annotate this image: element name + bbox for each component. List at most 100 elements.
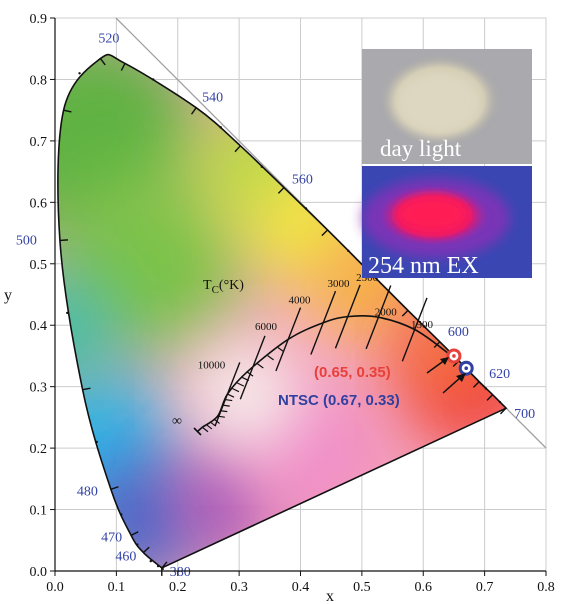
isotherm-label-4000: 4000 xyxy=(289,295,312,307)
cct-title-sub: C xyxy=(212,284,219,296)
infinity-marker xyxy=(193,427,202,436)
point-label-ntsc: NTSC (0.67, 0.33) xyxy=(278,392,400,409)
locus-tick xyxy=(142,546,150,554)
isotherm-label-6000: 6000 xyxy=(255,321,278,333)
x-tick-label: 0.0 xyxy=(46,580,64,595)
locus-minor-tick xyxy=(120,513,123,516)
infinity-label: ∞ xyxy=(172,414,182,429)
locus-minor-tick xyxy=(152,78,155,81)
arrow-red-head xyxy=(440,357,449,365)
wavelength-label-560: 560 xyxy=(292,173,313,188)
isotherm-2500 xyxy=(334,284,361,349)
arrow-ntsc-point xyxy=(442,376,462,394)
isotherm-6000 xyxy=(239,335,266,400)
y-tick-label: 0.6 xyxy=(30,196,48,211)
locus-minor-tick xyxy=(219,126,222,129)
wavelength-labels: 380 460 470 480 500 520 540 560 600 620 700 xyxy=(16,32,535,580)
wavelength-label-500: 500 xyxy=(16,233,37,248)
locus-tick xyxy=(472,381,480,388)
planck-hatch-mark xyxy=(267,355,274,361)
locus-minor-tick xyxy=(423,325,426,328)
y-tick-label: 0.2 xyxy=(30,442,48,457)
locus-tick xyxy=(110,486,119,490)
locus-minor-tick xyxy=(304,207,308,210)
x-tick-label: 0.3 xyxy=(230,580,248,595)
locus-tick xyxy=(82,387,91,391)
wavelength-label-380: 380 xyxy=(170,565,191,580)
planck-hatch-mark xyxy=(237,382,245,387)
planck-hatch-mark xyxy=(257,363,264,369)
wavelength-label-540: 540 xyxy=(202,91,223,106)
x-tick-label: 0.8 xyxy=(537,580,555,595)
wavelength-label-470: 470 xyxy=(101,530,122,545)
x-tick-label: 0.5 xyxy=(353,580,371,595)
point-center-0 xyxy=(452,354,456,358)
locus-tick xyxy=(161,561,168,569)
arrow-ntsc-head xyxy=(456,373,466,382)
wavelength-label-620: 620 xyxy=(489,367,510,382)
axes: 0.0 0.1 0.2 0.3 0.4 0.5 0.6 0.7 0.8 0.0 0.1 0.2 0.3 0… xyxy=(30,12,555,595)
isotherm-3000 xyxy=(310,290,337,355)
planck-hatch-mark xyxy=(205,423,213,430)
planck-hatch-mark xyxy=(232,387,240,393)
locus-minor-tick xyxy=(347,249,350,253)
isotherm-10000 xyxy=(214,362,241,426)
y-tick-label: 0.0 xyxy=(30,565,48,580)
locus-minor-tick xyxy=(78,72,81,75)
locus-minor-tick xyxy=(95,440,98,444)
locus-tick xyxy=(130,531,139,536)
isotherm-label-2000: 2000 xyxy=(375,307,398,319)
cct-title: TC(°K) xyxy=(203,278,244,296)
planckian-locus-hatches xyxy=(201,347,285,433)
x-tick-label: 0.7 xyxy=(476,580,494,595)
y-tick-label: 0.8 xyxy=(30,73,48,88)
locus-minor-tick xyxy=(66,311,69,315)
wavelength-label-700: 700 xyxy=(514,407,535,422)
planck-hatch-mark xyxy=(224,398,233,402)
y-tick-label: 0.5 xyxy=(30,258,48,273)
inset-photos: day light 254 nm EX xyxy=(362,49,532,279)
inset-uv-label: 254 nm EX xyxy=(368,253,479,279)
wavelength-label-520: 520 xyxy=(98,32,119,47)
planck-hatch-mark xyxy=(201,426,209,433)
y-tick-label: 0.3 xyxy=(30,381,48,396)
locus-minor-tick xyxy=(149,559,152,563)
planck-hatch-mark xyxy=(277,347,285,353)
wavelength-label-480: 480 xyxy=(77,484,98,499)
locus-tick xyxy=(486,394,494,401)
locus-tick xyxy=(277,187,285,194)
locus-tick xyxy=(234,145,241,153)
locus-tick xyxy=(499,407,507,415)
locus-tick xyxy=(63,109,72,113)
locus-tick xyxy=(120,63,126,71)
spectral-locus-ticks xyxy=(59,58,507,576)
x-tick-label: 0.4 xyxy=(292,580,310,595)
infinity-tail xyxy=(197,426,203,432)
locus-tick xyxy=(190,107,197,115)
inset-daylight-label: day light xyxy=(380,136,462,161)
wavelength-label-460: 460 xyxy=(115,550,136,565)
locus-tick xyxy=(99,58,106,66)
y-tick-label: 0.4 xyxy=(30,319,48,334)
isotherm-label-1500: 1500 xyxy=(411,319,434,331)
point-center-1 xyxy=(464,366,469,371)
cct-title-unit: (°K) xyxy=(219,278,244,293)
x-tick-label: 0.1 xyxy=(108,580,126,595)
locus-tick xyxy=(321,229,329,237)
locus-tick xyxy=(59,239,68,242)
isotherm-4000 xyxy=(275,307,302,372)
point-label-red: (0.65, 0.35) xyxy=(314,364,391,381)
x-axis-label: x xyxy=(326,588,334,604)
isotherm-label-10000: 10000 xyxy=(198,359,226,371)
locus-minor-tick xyxy=(156,564,160,568)
isotherm-1500 xyxy=(401,297,428,362)
wavelength-label-600: 600 xyxy=(448,325,469,340)
locus-minor-tick xyxy=(498,400,502,404)
y-axis-label: y xyxy=(4,287,12,304)
isotherm-2000 xyxy=(365,285,392,350)
locus-tick xyxy=(401,309,409,317)
y-tick-label: 0.9 xyxy=(30,12,48,27)
arrow-red-point xyxy=(426,359,446,374)
uv-powder-core xyxy=(396,196,468,232)
